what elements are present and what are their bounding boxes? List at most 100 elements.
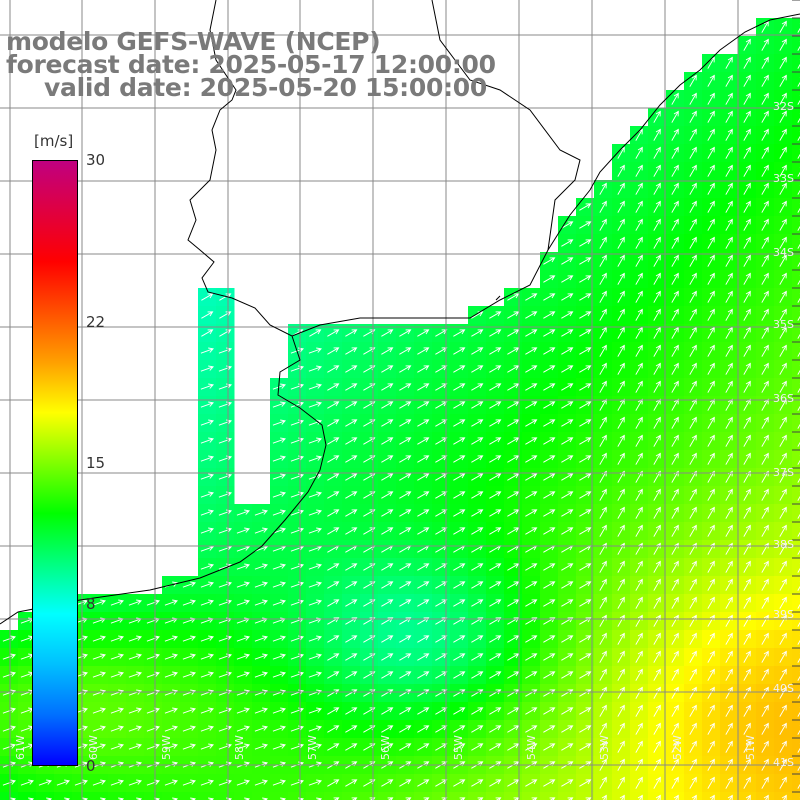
wind-arrow [453,455,466,463]
latitude-label: 39S [773,608,794,621]
wind-arrow [435,419,448,427]
wind-arrow [435,383,448,391]
wind-arrow [525,329,538,337]
latitude-label: 38S [773,538,794,551]
wind-arrow [761,254,769,267]
wind-speed-cell [18,792,37,800]
wind-arrow [707,110,715,123]
wind-arrow [779,308,787,321]
wind-arrow [779,182,787,195]
wind-arrow [599,254,607,267]
wind-arrow [743,308,751,321]
wind-arrow [707,182,715,195]
wind-arrow [653,128,661,141]
wind-arrow [671,398,679,411]
wind-arrow [617,488,625,501]
wind-arrow [399,365,412,373]
wind-arrow [725,182,733,195]
wind-speed-cell [792,558,800,577]
wind-arrow [689,272,697,285]
wind-speed-cell [792,630,800,649]
wind-speed-cell [108,792,127,800]
wind-speed-cell [792,180,800,199]
wind-speed-cell [126,792,145,800]
wind-arrow [761,38,769,51]
wind-arrow [435,473,448,481]
wind-arrow [381,329,394,337]
wind-arrow [797,239,800,249]
wind-arrow [779,164,787,177]
wind-arrow [417,455,430,463]
wind-arrow [272,437,286,444]
wind-arrow [761,74,769,87]
wind-arrow [489,455,502,463]
wind-arrow [579,401,592,409]
wind-arrow [599,182,607,195]
wind-arrow [453,401,466,409]
wind-arrow [725,488,733,501]
wind-arrow [579,473,592,481]
wind-speed-cell [792,702,800,721]
wind-arrow [309,329,322,337]
wind-arrow [689,128,697,141]
wind-arrow [272,401,286,408]
wind-arrow [743,92,751,105]
wind-arrow [743,416,751,429]
wind-arrow [272,491,286,498]
wind-arrow [471,383,484,391]
wind-arrow [635,164,643,177]
wind-arrow [671,254,679,267]
wind-arrow [725,110,733,123]
wind-arrow [797,257,800,267]
wind-arrow [797,221,800,231]
wind-arrow [743,380,751,393]
wind-speed-cell [90,792,109,800]
wind-speed-cell [450,792,469,800]
wind-arrow [327,491,340,499]
wind-arrow [561,239,574,247]
wind-arrow [689,434,697,447]
wind-speed-cell [792,738,800,757]
latitude-label: 33S [773,172,794,185]
wind-speed-cell [36,792,55,800]
wind-arrow [617,452,625,465]
wind-arrow [471,455,484,463]
wind-arrow [635,398,643,411]
wind-arrow [779,200,787,213]
wind-arrow [435,455,448,463]
wind-arrow [489,419,502,427]
wind-speed-cell [792,468,800,487]
wind-arrow [671,344,679,357]
wind-arrow [635,146,643,159]
wind-arrow [761,218,769,231]
wind-arrow [761,308,769,321]
wind-arrow [761,380,769,393]
wind-arrow [489,311,502,319]
longitude-label: 56W [379,735,392,760]
wind-arrow [417,437,430,445]
wind-speed-cell [414,792,433,800]
wind-speed-cell [792,18,800,37]
wind-arrow [689,416,697,429]
wind-arrow [200,347,214,354]
wind-arrow [579,365,592,373]
wind-arrow [707,200,715,213]
wind-arrow [254,509,268,516]
wind-arrow [725,236,733,249]
wind-arrow [779,452,787,465]
wind-arrow [779,488,787,501]
wind-arrow [219,311,232,319]
wind-arrow [797,365,800,375]
wind-speed-cell [792,576,800,595]
wind-arrow [707,344,715,357]
wind-arrow [743,146,751,159]
wind-arrow [236,509,250,516]
wind-arrow [579,239,592,247]
wind-arrow [689,452,697,465]
wind-speed-cell [792,36,800,55]
wind-speed-cell [720,792,739,800]
wind-arrow [653,362,661,375]
wind-arrow [200,473,214,480]
wind-arrow [345,347,358,355]
wind-speed-cell [756,792,775,800]
